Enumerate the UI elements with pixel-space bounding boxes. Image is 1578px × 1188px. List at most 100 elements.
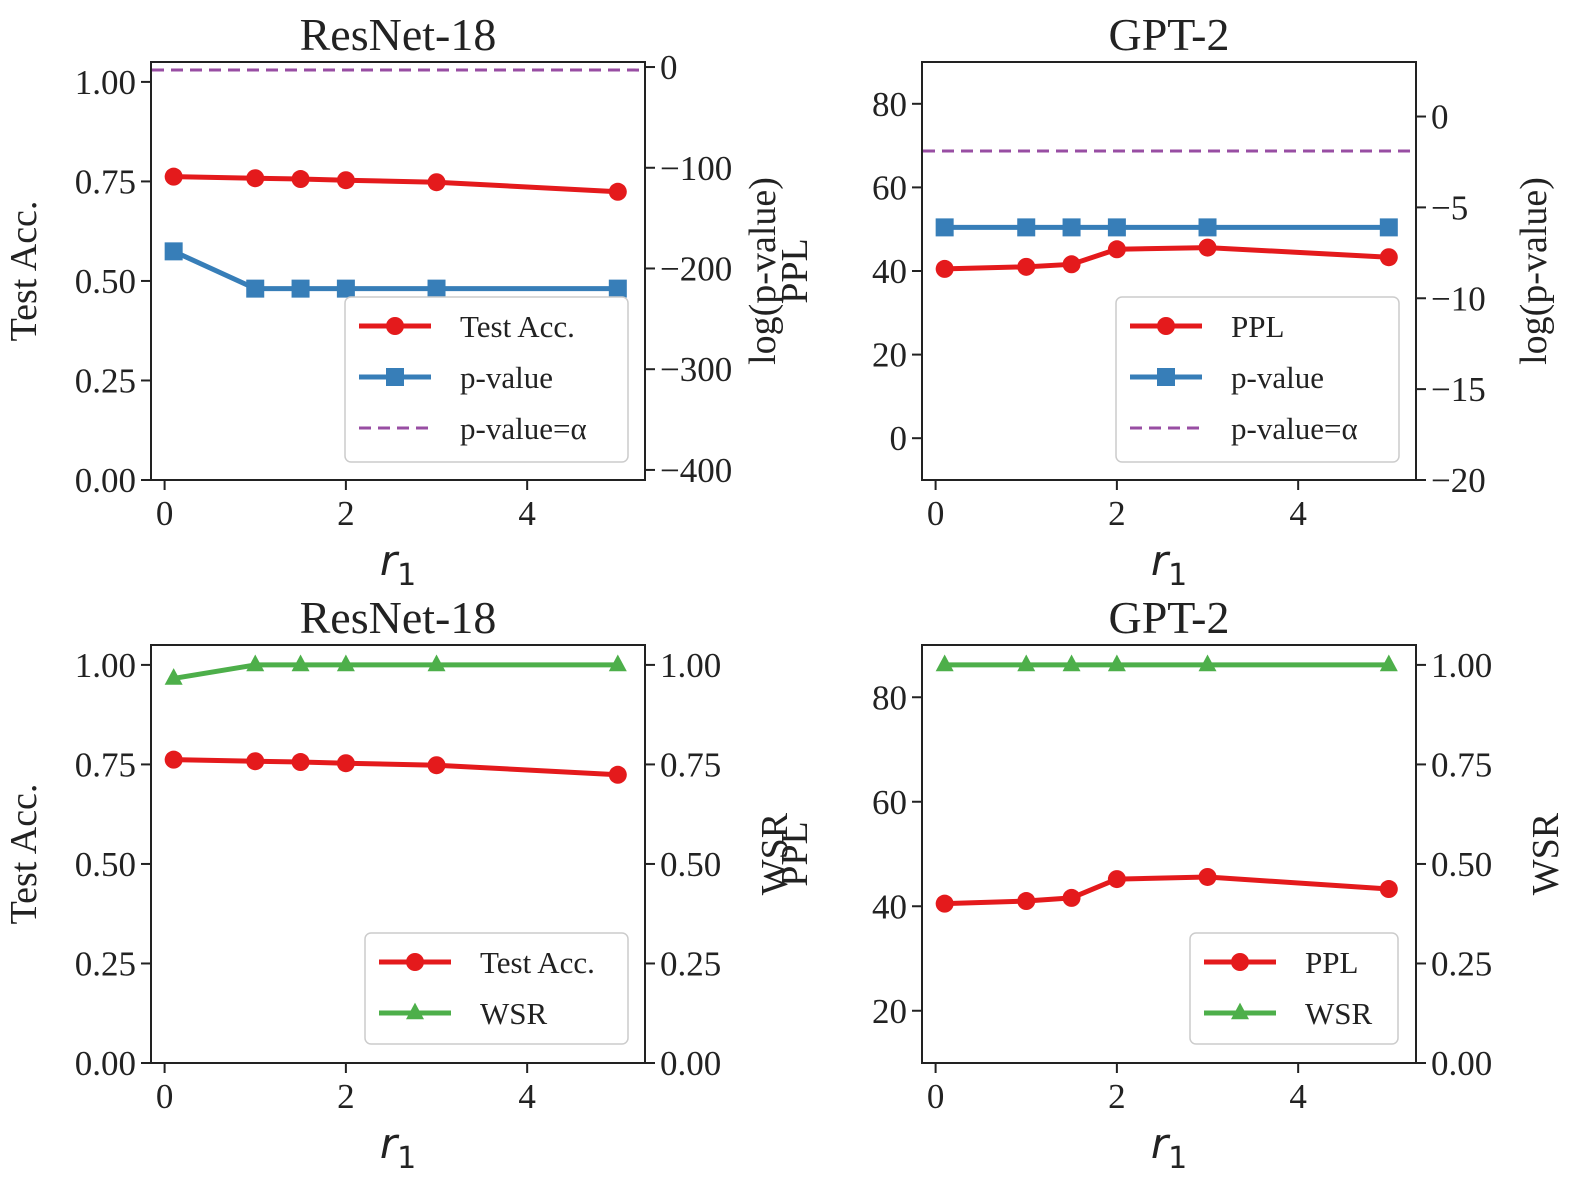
x-axis-label-sub: 1: [397, 558, 416, 593]
data-point: [291, 654, 310, 672]
y2-tick-label: 0.25: [660, 944, 721, 983]
y2-tick-label: 0.00: [660, 1044, 721, 1083]
series-test-acc-: [164, 750, 627, 784]
data-point: [1198, 238, 1217, 257]
data-point: [164, 242, 183, 261]
series-test-acc-: [164, 167, 627, 201]
data-point: [291, 753, 310, 772]
data-point: [1062, 888, 1081, 907]
x-axis-label-main: r: [1151, 536, 1171, 585]
y2-tick-label: 0.75: [1431, 745, 1492, 784]
chart-title: GPT-2: [1109, 9, 1230, 60]
y-tick-label: 1.00: [75, 63, 136, 102]
series-line: [172, 249, 618, 292]
y2-tick-label: 0.75: [660, 745, 721, 784]
y-tick-label: 80: [872, 678, 907, 717]
data-point: [935, 259, 954, 278]
y-tick-label: 0.25: [75, 361, 136, 400]
x-tick-label: 2: [337, 494, 355, 533]
y2-axis-label: log(p-value): [1513, 177, 1555, 365]
y2-axis-label: WSR: [754, 812, 796, 895]
data-point: [1062, 218, 1081, 237]
data-point: [336, 654, 355, 672]
legend: Test Acc. p-value p-value=α: [344, 296, 629, 463]
y-tick-label: 80: [872, 85, 907, 124]
chart-title: ResNet-18: [300, 9, 497, 60]
data-point: [935, 654, 954, 672]
legend-marker: [386, 317, 404, 335]
y-tick-label: 0.25: [75, 944, 136, 983]
series-wsr: [164, 654, 627, 685]
series-line: [173, 662, 618, 681]
y-axis-label: Test Acc.: [3, 784, 45, 925]
series-wsr: [935, 654, 1398, 672]
data-point: [246, 279, 265, 298]
y2-tick-label: −20: [1431, 461, 1486, 500]
data-point: [1062, 255, 1081, 274]
legend-box: [1115, 296, 1400, 463]
y2-axis-label: WSR: [1525, 812, 1567, 895]
y2-tick-label: 1.00: [1431, 646, 1492, 685]
x-tick-label: 0: [927, 1077, 945, 1116]
y-tick-label: 40: [872, 252, 907, 291]
data-point: [1198, 654, 1217, 672]
legend-marker: [1231, 1002, 1249, 1020]
y-tick-label: 0.00: [75, 1044, 136, 1083]
legend-label: PPL: [1231, 309, 1284, 344]
chart-title: GPT-2: [1109, 592, 1230, 643]
data-point: [336, 171, 355, 190]
y-tick-label: 0.00: [75, 461, 136, 500]
axes-frame: [150, 644, 646, 1064]
series-ppl: [935, 867, 1398, 913]
x-tick-label: 4: [518, 494, 536, 533]
data-point: [608, 654, 627, 672]
x-axis-label: r1: [1151, 536, 1187, 593]
data-point: [1107, 218, 1126, 237]
data-point: [1017, 654, 1036, 672]
y2-tick-label: −200: [660, 249, 732, 288]
legend-label: PPL: [1305, 945, 1358, 980]
data-point: [164, 750, 183, 769]
legend-label: p-value=α: [460, 411, 587, 446]
x-tick-label: 4: [1289, 1077, 1307, 1116]
legend-label: p-value=α: [1231, 411, 1358, 446]
y-tick-label: 40: [872, 887, 907, 926]
series-line: [173, 174, 618, 195]
legend-marker: [406, 953, 424, 971]
x-tick-label: 2: [1108, 1077, 1126, 1116]
chart-panel-1: ResNet-18 0 2 4 0.00 0.25 0.50 0.75 1.00 0 −100 −20…: [3, 9, 784, 593]
chart-title: ResNet-18: [300, 592, 497, 643]
x-axis-label-main: r: [1151, 1119, 1171, 1168]
data-point: [1107, 654, 1126, 672]
x-axis-label: r1: [380, 536, 416, 593]
y2-tick-label: 0: [660, 48, 678, 87]
y-tick-label: 0: [890, 419, 908, 458]
legend-label: Test Acc.: [460, 309, 575, 344]
data-point: [935, 218, 954, 237]
y2-axis-label: log(p-value): [742, 177, 784, 365]
y-tick-label: 0.75: [75, 162, 136, 201]
data-point: [1379, 880, 1398, 899]
y2-tick-label: −10: [1431, 279, 1486, 318]
data-point: [291, 279, 310, 298]
axes-frame: [150, 61, 646, 481]
y2-tick-label: −100: [660, 149, 732, 188]
x-tick-label: 0: [927, 494, 945, 533]
y2-tick-label: 0.50: [1431, 845, 1492, 884]
x-axis-label-sub: 1: [1168, 558, 1187, 593]
data-point: [1017, 218, 1036, 237]
data-point: [246, 752, 265, 771]
series-line: [173, 757, 618, 778]
chart-panel-3: ResNet-18 0 2 4 0.00 0.25 0.50 0.75 1.00 0.00 0.25…: [3, 592, 796, 1176]
legend-label: WSR: [480, 996, 548, 1031]
y2-tick-label: 0: [1431, 98, 1449, 137]
legend-label: p-value: [1231, 360, 1324, 395]
legend-marker: [386, 368, 404, 386]
y-axis-label: PPL: [774, 238, 816, 303]
data-point: [427, 756, 446, 775]
y2-tick-label: 0.00: [1431, 1044, 1492, 1083]
y2-tick-label: −300: [660, 350, 732, 389]
data-point: [1198, 218, 1217, 237]
